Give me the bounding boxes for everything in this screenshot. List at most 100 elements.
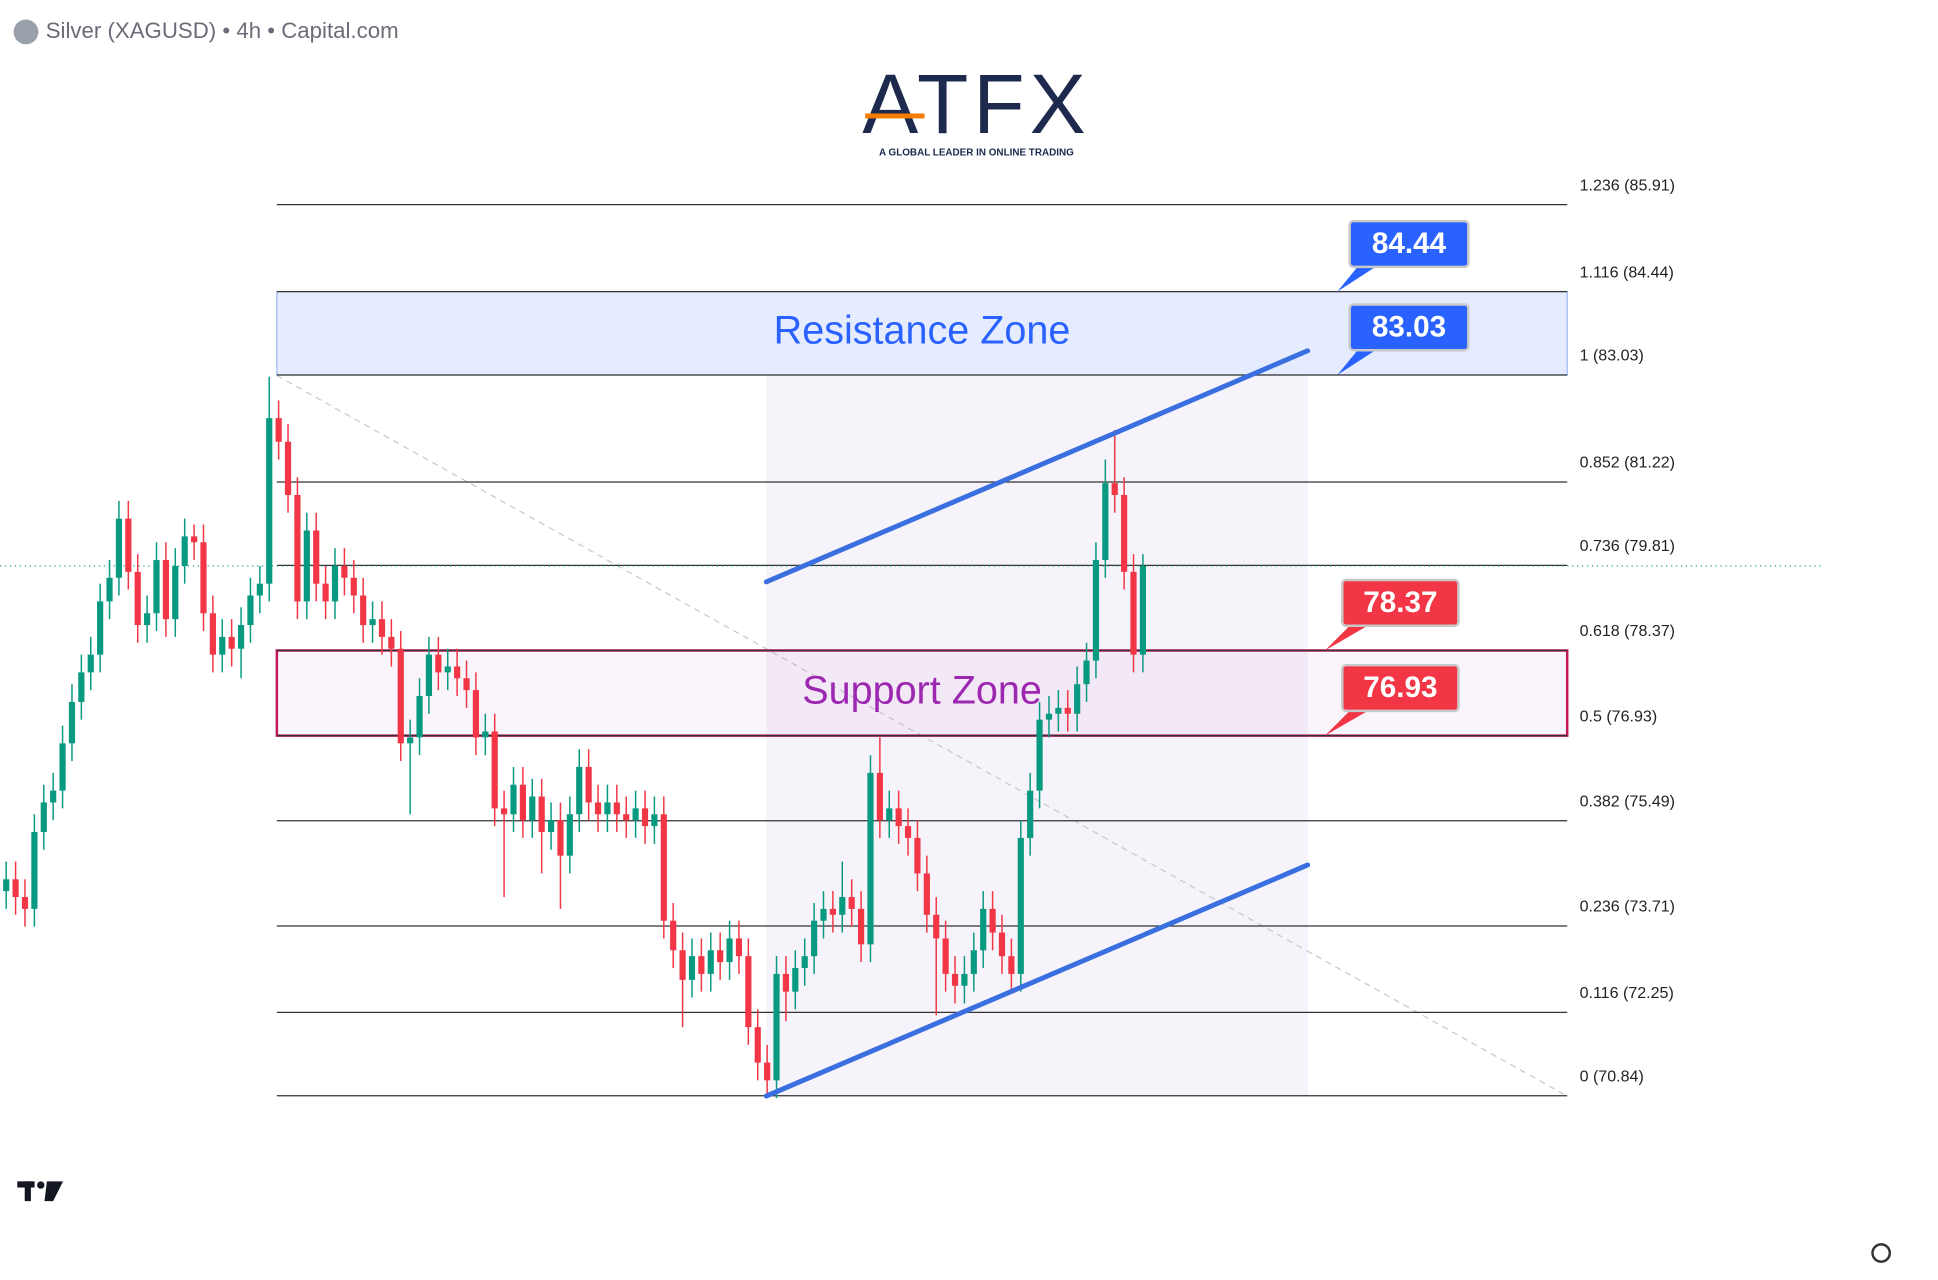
candle-body	[78, 672, 85, 702]
upper-trendline	[763, 348, 1311, 585]
candle-body	[989, 908, 996, 933]
zone-label: Resistance Zone	[774, 309, 1071, 353]
candle-body	[613, 802, 620, 815]
candle-body	[284, 441, 292, 495]
candle-body	[698, 956, 705, 974]
candle-body	[585, 766, 592, 803]
candle-body	[970, 950, 977, 974]
fib-label: 1.236 (85.91)	[1580, 176, 1675, 194]
fib-label: 0.116 (72.25)	[1580, 984, 1674, 1002]
candle-body	[313, 530, 320, 584]
candle-body	[998, 932, 1006, 957]
candle-body	[1139, 565, 1146, 655]
candle-body	[914, 837, 921, 874]
candle-body	[754, 1027, 761, 1063]
candle-body	[463, 678, 470, 691]
source-icon	[13, 19, 39, 45]
candle-body	[369, 619, 376, 626]
candle-body	[726, 938, 733, 963]
candle-body	[895, 808, 902, 827]
candle-body	[50, 790, 57, 803]
candle-body	[444, 666, 451, 673]
lower-trendline	[763, 862, 1311, 1099]
candle-body	[651, 814, 658, 827]
candle-body	[670, 920, 677, 951]
callout-label: 78.37	[1363, 586, 1437, 619]
candle-body	[350, 577, 357, 596]
callout-label: 76.93	[1363, 671, 1437, 704]
candle-body	[604, 802, 611, 815]
candle-body	[801, 956, 808, 969]
candle-body	[529, 796, 536, 821]
candle-body	[454, 666, 461, 679]
candle-body	[576, 766, 583, 815]
callout-label: 83.03	[1372, 310, 1446, 343]
candle-body	[416, 696, 423, 738]
callout-box	[1341, 663, 1460, 713]
candle-body	[867, 772, 874, 945]
candle-body	[1027, 790, 1034, 838]
candle-body	[904, 826, 912, 838]
tv-logo-part	[37, 1181, 45, 1189]
candle-body	[745, 956, 752, 1028]
candle-body	[519, 784, 526, 821]
candle-body	[923, 873, 930, 915]
candle-body	[510, 784, 517, 815]
candle-body	[980, 908, 987, 951]
candle-body	[1092, 560, 1100, 661]
fib-label: 0.736 (79.81)	[1580, 537, 1675, 555]
candle-body	[190, 536, 198, 543]
tv-logo-part	[44, 1181, 64, 1202]
tv-logo-part	[24, 1181, 31, 1202]
candle-body	[97, 601, 104, 655]
candle-body	[115, 518, 123, 578]
candle-body	[87, 654, 94, 673]
fib-label: 0.618 (78.37)	[1580, 622, 1675, 640]
candle-body	[266, 418, 273, 584]
candle-body	[557, 820, 564, 856]
candle-body	[1045, 713, 1053, 720]
candle-body	[820, 908, 827, 921]
candle-body	[237, 625, 245, 649]
candle-body	[360, 595, 367, 626]
candle-body	[594, 802, 602, 815]
candle-body	[125, 518, 132, 572]
candle-body	[1102, 483, 1109, 561]
candle-layer	[3, 376, 1146, 1099]
candle-body	[331, 565, 339, 602]
candle-body	[792, 968, 799, 992]
logo-accent	[865, 113, 925, 119]
candle-body	[942, 938, 949, 974]
candle-body	[294, 494, 301, 602]
candle-body	[388, 636, 395, 649]
fib-label: 0.236 (73.71)	[1580, 898, 1675, 916]
label-layer: Resistance Zone Support Zone 1.236 (85.91)…	[774, 176, 1675, 1085]
candle-body	[21, 897, 29, 909]
candle-body	[491, 731, 498, 809]
logo: ATFX	[862, 57, 1090, 151]
candle-body	[341, 565, 348, 578]
candle-body	[688, 956, 696, 980]
candle-body	[162, 560, 169, 620]
fib-label: 0.852 (81.22)	[1580, 454, 1675, 472]
candle-body	[378, 619, 386, 637]
candle-body	[31, 832, 38, 909]
candle-body	[764, 1062, 771, 1081]
candle-body	[181, 536, 188, 566]
candle-body	[435, 654, 442, 673]
candle-body	[59, 743, 66, 791]
candle-body	[256, 583, 263, 596]
candle-body	[407, 737, 414, 744]
candle-body	[228, 636, 235, 649]
candle-body	[538, 796, 545, 833]
candle-body	[773, 973, 780, 1081]
candle-body	[322, 583, 329, 602]
candle-body	[219, 636, 226, 655]
candle-body	[839, 897, 846, 915]
settings-icon[interactable]	[1871, 1243, 1892, 1263]
candle-body	[660, 814, 667, 921]
candle-body	[1064, 707, 1071, 714]
candle-body	[1111, 483, 1118, 495]
candle-body	[933, 914, 940, 939]
